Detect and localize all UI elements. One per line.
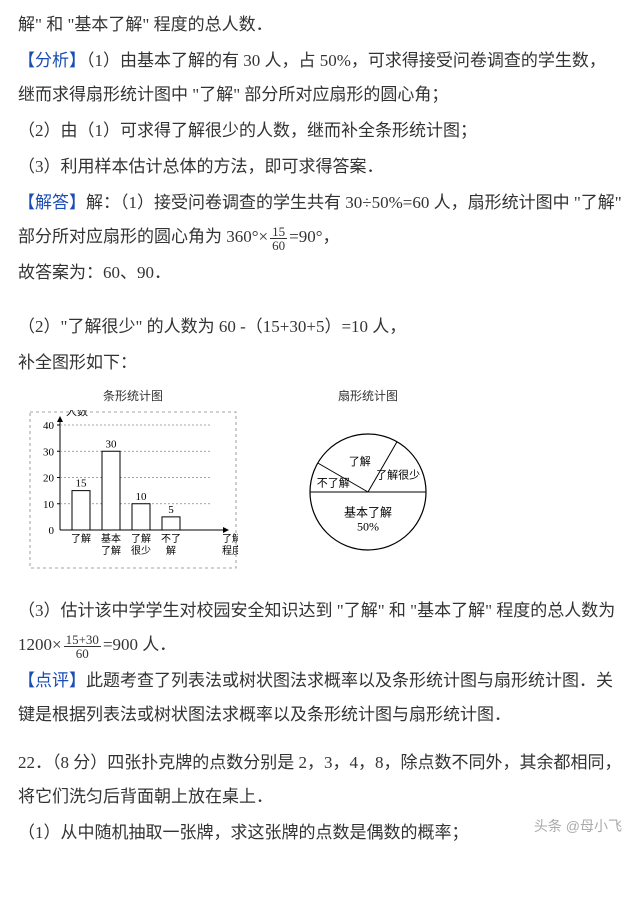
svg-text:很少: 很少 bbox=[131, 544, 151, 557]
svg-text:5: 5 bbox=[168, 504, 174, 516]
text: （2）"了解很少" 的人数为 60 -（15+30+5）=10 人， bbox=[18, 317, 406, 336]
svg-text:10: 10 bbox=[43, 499, 55, 511]
pie-chart-title: 扇形统计图 bbox=[268, 384, 468, 408]
numerator: 15 bbox=[270, 225, 287, 239]
svg-text:40: 40 bbox=[43, 420, 55, 432]
svg-text:基本了解: 基本了解 bbox=[344, 505, 392, 519]
svg-text:30: 30 bbox=[106, 438, 118, 450]
spacer bbox=[18, 584, 622, 594]
bar-chart-svg: 人数10203040015了解30基本了解10了解很少5不了解了解程度 bbox=[28, 410, 238, 570]
svg-text:了解: 了解 bbox=[349, 454, 371, 468]
svg-text:不了解: 不了解 bbox=[317, 476, 350, 490]
paragraph: 解" 和 "基本了解" 程度的总人数． bbox=[18, 8, 622, 42]
text: （1）由基本了解的有 30 人，占 50%，可求得接受问卷调查的学生数，继而求得… bbox=[18, 51, 606, 104]
paragraph: 补全图形如下： bbox=[18, 346, 622, 380]
paragraph: （3）利用样本估计总体的方法，即可求得答案． bbox=[18, 150, 622, 184]
denominator: 60 bbox=[64, 647, 101, 660]
text: 此题考查了列表法或树状图法求概率以及条形统计图与扇形统计图．关键是根据列表法或树… bbox=[18, 671, 613, 724]
svg-text:了解: 了解 bbox=[101, 544, 121, 557]
label-answer: 【解答】 bbox=[18, 193, 86, 212]
paragraph: 【点评】此题考查了列表法或树状图法求概率以及条形统计图与扇形统计图．关键是根据列… bbox=[18, 664, 622, 732]
paragraph: 22．（8 分）四张扑克牌的点数分别是 2，3，4，8，除点数不同外，其余都相同… bbox=[18, 746, 622, 814]
text: =900 人． bbox=[103, 635, 176, 654]
svg-text:10: 10 bbox=[136, 491, 148, 503]
paragraph: 【解答】解：（1）接受问卷调查的学生共有 30÷50%=60 人，扇形统计图中 … bbox=[18, 186, 622, 254]
numerator: 15+30 bbox=[64, 633, 101, 647]
svg-text:不了: 不了 bbox=[161, 533, 181, 545]
svg-text:了解: 了解 bbox=[71, 532, 91, 545]
svg-text:了解很少: 了解很少 bbox=[376, 468, 420, 482]
text: 90°， bbox=[299, 227, 340, 246]
charts-container: 条形统计图 人数10203040015了解30基本了解10了解很少5不了解了解程… bbox=[28, 384, 622, 578]
svg-text:了解: 了解 bbox=[131, 532, 151, 545]
paragraph: （2）"了解很少" 的人数为 60 -（15+30+5）=10 人， bbox=[18, 310, 622, 344]
paragraph: （3）估计该中学学生对校园安全知识达到 "了解" 和 "基本了解" 程度的总人数… bbox=[18, 594, 622, 662]
svg-text:15: 15 bbox=[76, 478, 88, 490]
fraction: 1560 bbox=[270, 225, 287, 252]
svg-text:人数: 人数 bbox=[66, 410, 88, 418]
spacer bbox=[18, 292, 622, 310]
text: 补全图形如下： bbox=[18, 353, 137, 372]
svg-text:基本: 基本 bbox=[101, 532, 121, 545]
text: （1）从中随机抽取一张牌，求这张牌的点数是偶数的概率； bbox=[18, 823, 469, 842]
denominator: 60 bbox=[270, 239, 287, 252]
text: （2）由（1）可求得了解很少的人数，继而补全条形统计图； bbox=[18, 121, 477, 140]
svg-text:20: 20 bbox=[43, 473, 55, 485]
svg-text:50%: 50% bbox=[357, 519, 379, 533]
spacer bbox=[18, 734, 622, 746]
paragraph: 【分析】（1）由基本了解的有 30 人，占 50%，可求得接受问卷调查的学生数，… bbox=[18, 44, 622, 112]
svg-text:0: 0 bbox=[49, 525, 55, 537]
bar-chart: 条形统计图 人数10203040015了解30基本了解10了解很少5不了解了解程… bbox=[28, 384, 238, 578]
text: 22．（8 分）四张扑克牌的点数分别是 2，3，4，8，除点数不同外，其余都相同… bbox=[18, 753, 622, 806]
label-analysis: 【分析】 bbox=[18, 51, 86, 70]
text: （3）利用样本估计总体的方法，即可求得答案． bbox=[18, 157, 384, 176]
fraction: 15+3060 bbox=[64, 633, 101, 660]
watermark: 头条 @母小飞 bbox=[534, 812, 622, 840]
text: 解" 和 "基本了解" 程度的总人数． bbox=[18, 15, 273, 34]
pie-chart: 扇形统计图 不了解 了解了解很少基本了解50% bbox=[268, 384, 468, 578]
paragraph: （1）从中随机抽取一张牌，求这张牌的点数是偶数的概率； bbox=[18, 816, 622, 850]
text: 故答案为：60、90． bbox=[18, 263, 171, 282]
pie-chart-svg: 不了解 了解了解很少基本了解50% bbox=[268, 410, 468, 570]
paragraph: （2）由（1）可求得了解很少的人数，继而补全条形统计图； bbox=[18, 114, 622, 148]
label-review: 【点评】 bbox=[18, 671, 86, 690]
bar-chart-title: 条形统计图 bbox=[28, 384, 238, 408]
svg-text:解: 解 bbox=[166, 544, 176, 557]
paragraph: 故答案为：60、90． bbox=[18, 256, 622, 290]
svg-text:30: 30 bbox=[43, 446, 55, 458]
